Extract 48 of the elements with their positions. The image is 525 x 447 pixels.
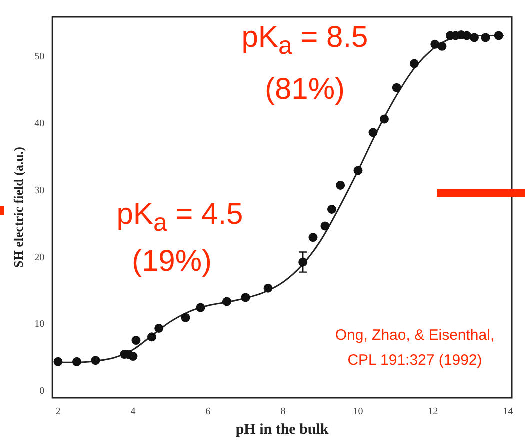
point (147, 332, 156, 342)
point (264, 284, 273, 293)
annotation: pK$_{a}$ = 8.5 (240, 20, 370, 61)
point (438, 42, 447, 51)
point (481, 33, 490, 42)
point (72, 357, 82, 366)
x-tick-label: 14 (503, 406, 514, 418)
point (327, 205, 336, 214)
point (494, 31, 504, 40)
point (320, 222, 330, 231)
y-tick-label: 10 (34, 319, 45, 330)
point (308, 233, 318, 242)
point (354, 166, 363, 176)
x-tick-label: 4 (130, 406, 136, 418)
x-tick-label: 12 (428, 406, 438, 418)
y-tick-label: 20 (34, 252, 45, 264)
annotation: CPL 191:327 (1992) (346, 352, 484, 370)
y-tick-label: 40 (34, 118, 45, 130)
annotation: (19%) (130, 244, 214, 280)
y-tick-label: 0 (40, 386, 45, 397)
point (222, 297, 232, 306)
point (181, 313, 190, 322)
x-tick-label: 2 (56, 406, 61, 418)
y-tick-label: 50 (34, 52, 45, 63)
point (154, 324, 164, 333)
x-tick-label: 6 (206, 406, 211, 418)
x-tick-label: 8 (280, 406, 286, 418)
point (410, 59, 419, 68)
point (462, 31, 472, 40)
point (132, 336, 141, 346)
x-axis-title: pH in the bulk (236, 422, 330, 438)
point (241, 293, 250, 302)
annotation: pK$_{a}$ = 4.5 (116, 197, 244, 238)
annotation: Ong, Zhao, & Eisenthal, (334, 327, 496, 345)
point (91, 356, 100, 366)
point (380, 114, 389, 124)
annotation: (81%) (264, 72, 346, 108)
point (392, 83, 402, 92)
y-tick-label: 30 (34, 185, 45, 196)
point (470, 33, 479, 42)
point (430, 40, 440, 49)
point (368, 128, 378, 138)
point (54, 357, 63, 366)
x-tick-label: 10 (353, 406, 364, 418)
point (196, 303, 206, 312)
point (336, 180, 346, 190)
point (128, 352, 138, 362)
y-axis-title: SH electric field (a.u.) (11, 147, 26, 268)
